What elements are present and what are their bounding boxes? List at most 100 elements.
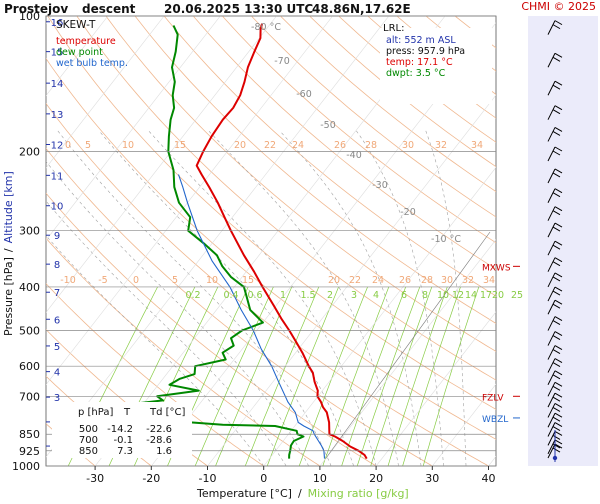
x-tick-label: 30 bbox=[425, 472, 439, 485]
dry-adiabat-label: 15 bbox=[174, 140, 186, 151]
legend-temperature: temperature bbox=[56, 36, 116, 47]
dry-adiabat-label: 28 bbox=[365, 140, 377, 151]
x-tick-label: 10 bbox=[313, 472, 327, 485]
sounding-datetime: 20.06.2025 13:30 UTC bbox=[164, 2, 313, 16]
altitude-tick-label: 12 bbox=[51, 141, 64, 152]
dry-adiabat-label: -5 bbox=[98, 275, 107, 286]
dry-adiabat-label: 0 bbox=[133, 275, 139, 286]
dry-adiabat-label: 5 bbox=[172, 275, 178, 286]
mixing-ratio-label: 3 bbox=[351, 290, 357, 301]
lrl-dwpt: dwpt: 3.5 °C bbox=[386, 68, 446, 79]
mixing-ratio-label: 6 bbox=[401, 290, 407, 301]
dry-adiabat-label: -40 bbox=[346, 150, 362, 161]
x-tick-label: 40 bbox=[482, 472, 496, 485]
mixing-ratio-label: 20 bbox=[492, 290, 504, 301]
dry-adiabat-label: 15 bbox=[242, 275, 254, 286]
levels-table-header: Td [°C] bbox=[149, 407, 186, 418]
wind-panel bbox=[528, 16, 598, 466]
dry-adiabat-label: 22 bbox=[349, 275, 361, 286]
fzlv-marker: FZLV bbox=[482, 393, 504, 403]
x-tick-label: 0 bbox=[260, 472, 267, 485]
altitude-tick-label: 5 bbox=[54, 342, 60, 353]
levels-table-cell: -22.6 bbox=[146, 424, 172, 435]
levels-table-cell: -28.6 bbox=[146, 435, 172, 446]
dry-adiabat-label: 26 bbox=[334, 140, 346, 151]
levels-table-cell: 850 bbox=[79, 446, 98, 457]
dry-adiabat-label: 32 bbox=[462, 275, 474, 286]
dry-adiabat-label: 28 bbox=[421, 275, 433, 286]
dry-adiabat-label: -20 bbox=[400, 207, 416, 218]
dry-adiabat-label: 32 bbox=[435, 140, 447, 151]
lrl-alt: alt: 552 m ASL bbox=[386, 35, 456, 46]
pressure-tick-label: 300 bbox=[19, 225, 40, 238]
dry-adiabat-label: 20 bbox=[328, 275, 340, 286]
y-axis-label: Pressure [hPa]/Altitude [km] bbox=[2, 171, 15, 336]
levels-table-header: p [hPa] bbox=[78, 407, 113, 418]
dry-adiabat-label: 24 bbox=[292, 140, 304, 151]
pressure-tick-label: 400 bbox=[19, 281, 40, 294]
dry-adiabat-label: -10 bbox=[60, 275, 76, 286]
x-tick-label: -30 bbox=[86, 472, 104, 485]
mixing-ratio-label: 1 bbox=[280, 290, 286, 301]
legend-wet-bulb: wet bulb temp. bbox=[56, 58, 128, 69]
dry-adiabat-label: -50 bbox=[320, 120, 336, 131]
altitude-tick-label: 9 bbox=[54, 231, 60, 242]
altitude-tick-label: 14 bbox=[51, 79, 64, 90]
mxws-marker: MXWS bbox=[482, 263, 511, 273]
dry-adiabat-label: 0 bbox=[65, 140, 71, 151]
mixing-ratio-label: 25 bbox=[511, 290, 523, 301]
legend-title: SKEW-T bbox=[56, 19, 96, 31]
altitude-tick-label: 13 bbox=[51, 110, 64, 121]
altitude-tick-label: 11 bbox=[51, 171, 64, 182]
mixing-ratio-label: 1.5 bbox=[300, 290, 315, 301]
dry-adiabat-label: -10 °C bbox=[431, 234, 461, 245]
lrl-temp: temp: 17.1 °C bbox=[386, 57, 453, 68]
dry-adiabat-label: -30 bbox=[372, 180, 388, 191]
altitude-tick-label: 10 bbox=[51, 202, 64, 213]
levels-table-cell: 700 bbox=[79, 435, 98, 446]
wbzl-marker: WBZL bbox=[482, 415, 508, 425]
altitude-tick-label: 7 bbox=[54, 288, 60, 299]
x-axis-label: Temperature [°C]/Mixing ratio [g/kg] bbox=[196, 487, 409, 500]
levels-table-cell: -0.1 bbox=[113, 435, 133, 446]
dry-adiabat-label: 20 bbox=[234, 140, 246, 151]
x-tick-label: -10 bbox=[199, 472, 217, 485]
dry-adiabat-label: 24 bbox=[372, 275, 384, 286]
pressure-tick-label: 1000 bbox=[12, 460, 40, 473]
dry-adiabat-label: -80 °C bbox=[251, 22, 281, 33]
levels-table-cell: 1.6 bbox=[156, 446, 172, 457]
dry-adiabat-label: 34 bbox=[471, 140, 483, 151]
station-name: Prostejov bbox=[4, 2, 68, 16]
mixing-ratio-label: 0.6 bbox=[247, 290, 262, 301]
dry-adiabat-label: 30 bbox=[441, 275, 453, 286]
dry-adiabat-label: 26 bbox=[399, 275, 411, 286]
altitude-tick-label: 8 bbox=[54, 260, 60, 271]
mixing-ratio-label: 4 bbox=[373, 290, 379, 301]
mixing-ratio-label: 10 bbox=[437, 290, 449, 301]
levels-table-header: T bbox=[123, 407, 131, 418]
dry-adiabat-label: 34 bbox=[483, 275, 495, 286]
station-coords: 48.86N,17.62E bbox=[312, 2, 411, 16]
dry-adiabat-label: 30 bbox=[402, 140, 414, 151]
dry-adiabat-label: 10 bbox=[122, 140, 134, 151]
x-tick-label: -20 bbox=[142, 472, 160, 485]
pressure-tick-label: 500 bbox=[19, 325, 40, 338]
pressure-tick-label: 200 bbox=[19, 145, 40, 158]
lrl-press: press: 957.9 hPa bbox=[386, 46, 465, 57]
mixing-ratio-label: 17 bbox=[480, 290, 492, 301]
copyright-label: CHMI © 2025 bbox=[521, 0, 596, 13]
mixing-ratio-label: 0.4 bbox=[223, 290, 238, 301]
dry-adiabat-label: -60 bbox=[296, 89, 312, 100]
pressure-tick-label: 700 bbox=[19, 390, 40, 403]
dry-adiabat-label: 10 bbox=[206, 275, 218, 286]
levels-table-cell: 500 bbox=[79, 424, 98, 435]
pressure-tick-label: 850 bbox=[19, 428, 40, 441]
dry-adiabat-label: 5 bbox=[85, 140, 91, 151]
pressure-tick-label: 925 bbox=[19, 445, 40, 458]
x-tick-label: 20 bbox=[369, 472, 383, 485]
mixing-ratio-label: 0.2 bbox=[185, 290, 200, 301]
mixing-ratio-label: 14 bbox=[465, 290, 477, 301]
